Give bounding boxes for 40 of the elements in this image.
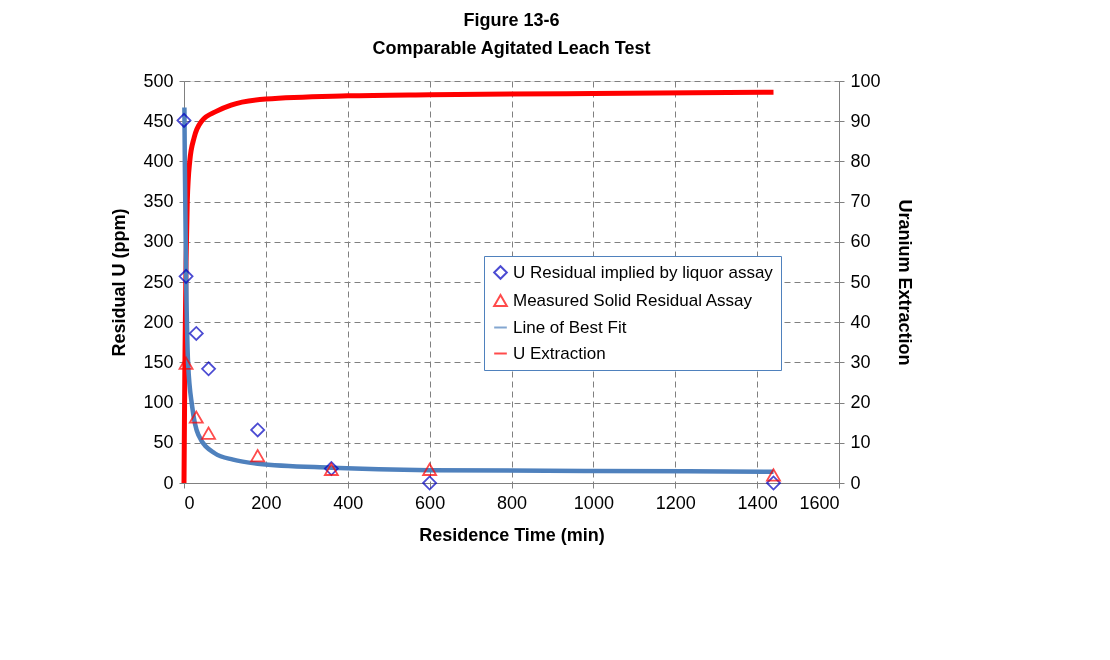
- chart-title: Figure 13-6: [463, 10, 560, 30]
- x-tick-label: 200: [251, 492, 282, 513]
- legend-label: U Residual implied by liquor assay: [513, 262, 774, 282]
- legend-label: Measured Solid Residual Assay: [513, 290, 753, 310]
- y-tick-label: 400: [143, 150, 174, 171]
- y2-tick-label: 0: [850, 472, 861, 493]
- chart-subtitle: Comparable Agitated Leach Test: [372, 38, 651, 58]
- y-tick-label: 500: [143, 70, 174, 91]
- y2-tick-label: 80: [850, 150, 871, 171]
- x-tick-label: 400: [333, 492, 364, 513]
- x-axis-title: Residence Time (min): [419, 524, 605, 545]
- y-tick-label: 450: [143, 110, 174, 131]
- y-tick-label: 200: [143, 311, 174, 332]
- x-tick-label: 1200: [655, 492, 696, 513]
- x-tick-label: 1600: [799, 492, 840, 513]
- y-tick-label: 150: [143, 351, 174, 372]
- y-axis-title: Residual U (ppm): [109, 208, 130, 357]
- y2-tick-label: 60: [850, 231, 871, 252]
- y-tick-label: 350: [143, 191, 174, 212]
- y2-tick-label: 50: [850, 271, 871, 292]
- y2-tick-label: 10: [850, 432, 871, 453]
- y2-tick-label: 30: [850, 351, 871, 372]
- y2-tick-label: 100: [850, 70, 881, 91]
- y-tick-label: 250: [143, 271, 174, 292]
- y2-tick-label: 20: [850, 392, 871, 413]
- y-tick-label: 300: [143, 231, 174, 252]
- legend-label: Line of Best Fit: [513, 317, 627, 337]
- y-tick-label: 50: [153, 432, 174, 453]
- y-tick-label: 100: [143, 392, 174, 413]
- y2-tick-label: 70: [850, 191, 871, 212]
- x-tick-label: 800: [496, 492, 528, 513]
- y-tick-label: 0: [163, 472, 174, 493]
- y2-tick-label: 90: [850, 110, 871, 131]
- x-tick-label: 1000: [573, 492, 614, 513]
- x-tick-label: 1400: [737, 492, 778, 513]
- x-tick-label: 0: [184, 492, 195, 513]
- legend-label: U Extraction: [513, 343, 606, 363]
- y2-tick-label: 40: [850, 311, 871, 332]
- x-tick-label: 600: [415, 492, 446, 513]
- y2-axis-title: Uranium Extraction: [894, 199, 915, 366]
